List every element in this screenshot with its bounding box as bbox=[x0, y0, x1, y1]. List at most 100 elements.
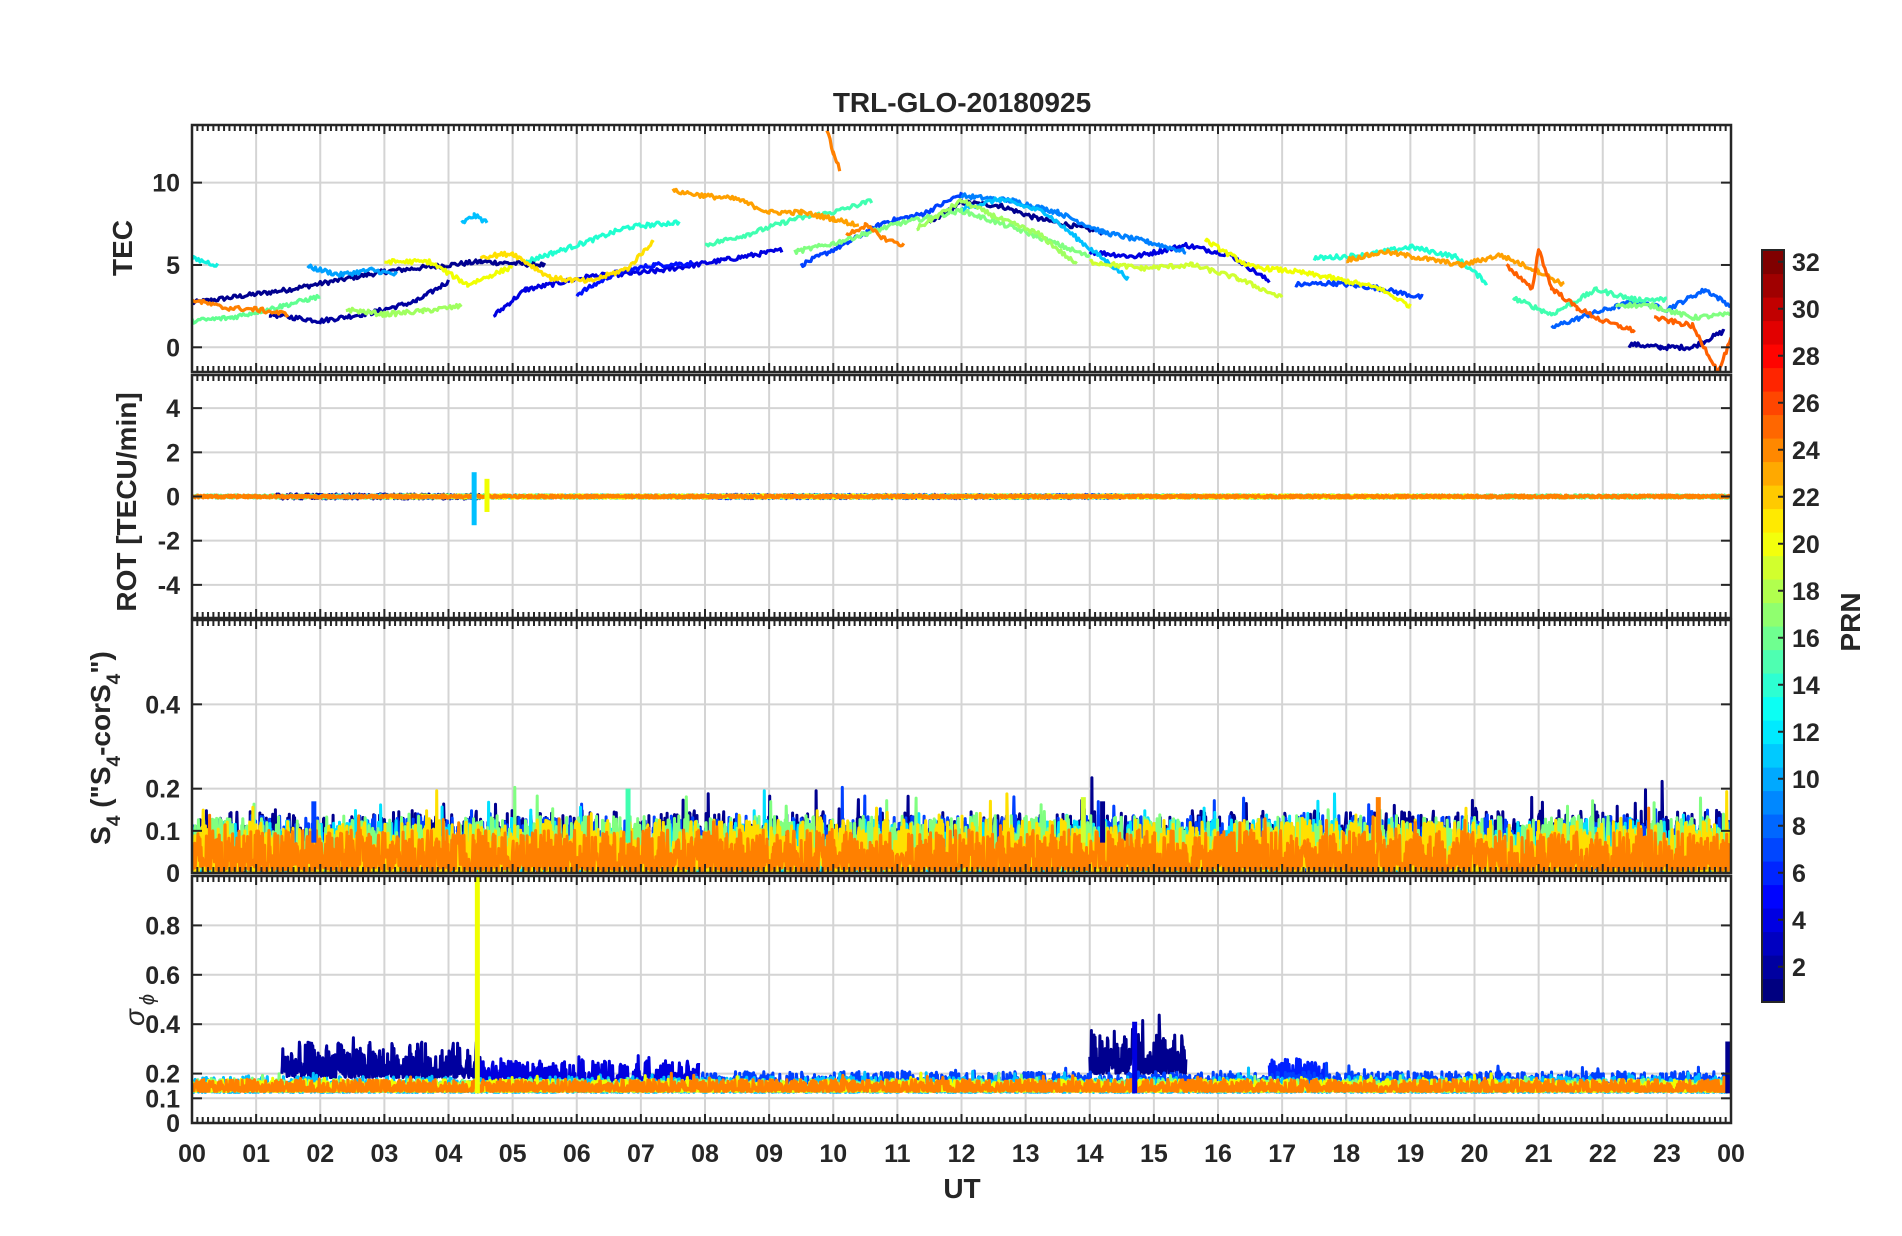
y-tick-label: 0 bbox=[166, 484, 180, 512]
colorbar-segment bbox=[1762, 414, 1784, 439]
colorbar-segment bbox=[1762, 649, 1784, 674]
ylabel-tec: TEC bbox=[107, 220, 138, 276]
colorbar-segment bbox=[1762, 767, 1784, 792]
x-tick-label: 15 bbox=[1140, 1140, 1168, 1168]
data-layer bbox=[192, 876, 1731, 1094]
x-tick-label: 00 bbox=[178, 1140, 206, 1168]
x-tick-label: 00 bbox=[1717, 1140, 1745, 1168]
data-layer bbox=[192, 472, 1731, 526]
series-line bbox=[575, 260, 694, 298]
ylabel-rot: ROT [TECU/min] bbox=[111, 392, 142, 611]
series-line bbox=[704, 198, 874, 248]
series-line bbox=[345, 303, 463, 318]
colorbar-tick-label: 6 bbox=[1792, 860, 1806, 888]
x-tick-label: 08 bbox=[691, 1140, 719, 1168]
x-tick-label: 21 bbox=[1525, 1140, 1553, 1168]
colorbar-segment bbox=[1762, 814, 1784, 839]
y-tick-label: 0.1 bbox=[145, 1085, 180, 1113]
ylabel-s4-part-2: 4 bbox=[104, 815, 125, 826]
ylabel-sigma-phi: σϕ bbox=[119, 994, 159, 1026]
colorbar-segment bbox=[1762, 743, 1784, 768]
series-line bbox=[1346, 248, 1565, 287]
x-tick-label: 11 bbox=[884, 1140, 911, 1168]
series-line bbox=[192, 258, 547, 306]
series-line bbox=[460, 212, 489, 225]
series-line bbox=[845, 222, 906, 248]
x-tick-label: 14 bbox=[1076, 1140, 1104, 1168]
colorbar-tick-label: 20 bbox=[1792, 531, 1820, 559]
data-layer bbox=[192, 129, 1731, 372]
colorbar-frame bbox=[1761, 249, 1785, 1003]
series-line bbox=[799, 191, 964, 268]
y-tick-label: 4 bbox=[166, 395, 180, 423]
x-tick-label: 02 bbox=[306, 1140, 334, 1168]
colorbar-segment bbox=[1762, 485, 1784, 510]
figure-title: TRL-GLO-20180925 bbox=[833, 87, 1091, 118]
noise-series-line bbox=[192, 1071, 1731, 1093]
series-line bbox=[306, 263, 398, 278]
colorbar-tick-label: 8 bbox=[1792, 813, 1806, 841]
y-tick-label: 0.4 bbox=[145, 691, 180, 719]
x-tick-label: 05 bbox=[499, 1140, 527, 1168]
series-line bbox=[268, 279, 450, 325]
panel-s4: 0 0.1 0.2 0.4 bbox=[145, 618, 1733, 888]
ylabel-s4-part-4: 4 bbox=[104, 756, 125, 767]
series-line bbox=[960, 196, 1130, 281]
colorbar-tick-label: 22 bbox=[1792, 484, 1820, 512]
ylabel-sigma-part-1: σ bbox=[119, 1008, 150, 1026]
colorbar-tick-label: 16 bbox=[1792, 625, 1820, 653]
colorbar-segment bbox=[1762, 367, 1784, 392]
y-tick-label: 0 bbox=[166, 860, 180, 888]
x-tick-label: 20 bbox=[1461, 1140, 1489, 1168]
colorbar-tick-label: 12 bbox=[1792, 719, 1820, 747]
colorbar-segment bbox=[1762, 837, 1784, 862]
series-line bbox=[1505, 248, 1636, 334]
colorbar-segment bbox=[1762, 884, 1784, 909]
colorbar-tick-label: 30 bbox=[1792, 296, 1820, 324]
ylabel-sigma-part-2: ϕ bbox=[137, 994, 159, 1005]
ylabel-s4-part-1: S bbox=[85, 826, 116, 845]
y-tick-label: 0 bbox=[166, 334, 180, 362]
colorbar-segment bbox=[1762, 696, 1784, 721]
colorbar-tick-label: 14 bbox=[1792, 672, 1820, 700]
x-tick-label: 10 bbox=[819, 1140, 847, 1168]
y-tick-label: 0.8 bbox=[145, 912, 180, 940]
series-line bbox=[192, 255, 220, 268]
colorbar-segment bbox=[1762, 955, 1784, 980]
colorbar-tick-label: 32 bbox=[1792, 249, 1820, 277]
colorbar-segment bbox=[1762, 273, 1784, 298]
colorbar-segment bbox=[1762, 720, 1784, 745]
panel-sigma-phi: 00.10.2 0.4 0.6 0.8 bbox=[145, 874, 1733, 1138]
y-tick-label: 0.6 bbox=[145, 962, 180, 990]
noise-series-line bbox=[1088, 1013, 1188, 1076]
y-tick-label: 0.4 bbox=[145, 1011, 180, 1039]
colorbar-tick-label: 26 bbox=[1792, 390, 1820, 418]
colorbar-segment bbox=[1762, 978, 1784, 1003]
panel-tec: 0 5 10 bbox=[152, 123, 1733, 374]
series-line bbox=[1627, 328, 1726, 352]
x-tick-label: 19 bbox=[1396, 1140, 1424, 1168]
x-tick-labels: 00 01 02 03 04 05 06 07 08 09 10 11 12 13 14 15 16 17 18 19… bbox=[178, 1140, 1745, 1168]
ylabel-s4-part-6: 4 bbox=[104, 673, 125, 684]
panel-rot: -4 -2 0 2 4 bbox=[158, 373, 1733, 620]
colorbar-segment bbox=[1762, 344, 1784, 369]
colorbar-segment bbox=[1762, 908, 1784, 933]
colorbar-segment bbox=[1762, 250, 1784, 275]
colorbar-segment bbox=[1762, 931, 1784, 956]
colorbar-tick-label: 28 bbox=[1792, 343, 1820, 371]
colorbar-segment bbox=[1762, 391, 1784, 416]
x-tick-label: 16 bbox=[1204, 1140, 1232, 1168]
x-tick-label: 18 bbox=[1332, 1140, 1360, 1168]
ylabel-s4: S4 ("S4-corS4") bbox=[85, 651, 125, 845]
colorbar-segment bbox=[1762, 320, 1784, 345]
series-line bbox=[384, 258, 514, 288]
series-line bbox=[1511, 286, 1668, 317]
series-line bbox=[192, 293, 321, 325]
colorbar-segment bbox=[1762, 297, 1784, 322]
colorbar-tick-label: 24 bbox=[1792, 437, 1820, 465]
x-tick-label: 13 bbox=[1012, 1140, 1040, 1168]
colorbar-segment bbox=[1762, 673, 1784, 698]
ylabel-s4-part-7: ") bbox=[85, 651, 116, 674]
colorbar-segment bbox=[1762, 790, 1784, 815]
